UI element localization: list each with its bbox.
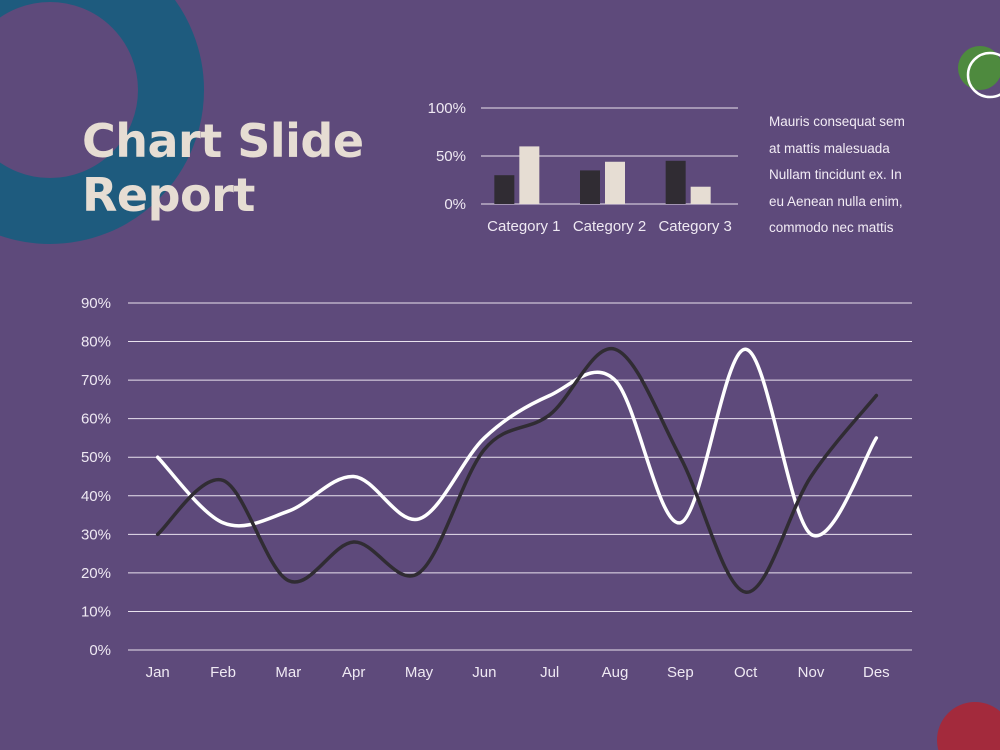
blue-ring-shape	[0, 0, 204, 244]
bar	[494, 175, 515, 204]
x-tick-label: Feb	[210, 664, 236, 681]
bar	[519, 146, 540, 204]
x-tick-label: Jun	[472, 664, 496, 681]
x-tick-label: Apr	[342, 664, 365, 681]
red-dot-shape	[937, 702, 1000, 750]
y-tick-label: 50%	[436, 148, 466, 165]
y-tick-label: 100%	[428, 100, 466, 117]
y-tick-label: 0%	[89, 642, 111, 659]
x-tick-label: Jul	[540, 664, 559, 681]
y-tick-label: 30%	[81, 526, 111, 543]
bar-chart: 0% 50% 100% Category 1 Category 2 Category 3	[428, 100, 738, 235]
body-paragraph: Mauris consequat sem at mattis malesuada…	[769, 109, 919, 242]
page-title: Chart Slide Report	[82, 114, 364, 222]
x-tick-label: Sep	[667, 664, 694, 681]
y-tick-label: 50%	[81, 449, 111, 466]
bar	[665, 160, 686, 204]
y-tick-label: 20%	[81, 565, 111, 582]
x-tick-label: Mar	[275, 664, 301, 681]
title-line-1: Chart Slide	[82, 114, 364, 168]
line-chart: 0% 10% 20% 30% 40% 50% 60% 70% 80% 90% Jan Feb Mar Ap…	[81, 295, 912, 681]
y-tick-label: 70%	[81, 372, 111, 389]
body-line: Mauris consequat sem	[769, 114, 905, 129]
x-tick-label: Category 3	[658, 218, 731, 235]
bar	[690, 186, 711, 204]
body-line: commodo nec mattis	[769, 220, 894, 235]
x-tick-label: Category 1	[487, 218, 560, 235]
x-tick-label: Oct	[734, 664, 758, 681]
x-tick-label: May	[405, 664, 434, 681]
bar	[580, 170, 600, 204]
body-line: at mattis malesuada	[769, 140, 890, 156]
body-line: Nullam tincidunt ex. In	[769, 167, 902, 182]
title-line-2: Report	[82, 168, 255, 222]
x-tick-label: Nov	[798, 664, 825, 681]
bar	[605, 161, 625, 204]
x-tick-label: Category 2	[573, 218, 646, 235]
y-tick-label: 80%	[81, 334, 111, 351]
x-tick-label: Aug	[602, 664, 629, 681]
y-tick-label: 40%	[81, 488, 111, 505]
series-line	[155, 347, 879, 594]
y-tick-label: 10%	[81, 603, 111, 620]
y-tick-label: 60%	[81, 411, 111, 428]
y-tick-label: 90%	[81, 295, 111, 312]
body-line: eu Aenean nulla enim,	[769, 193, 903, 209]
series-line	[155, 347, 879, 538]
y-tick-label: 0%	[444, 196, 466, 213]
x-tick-label: Jan	[146, 664, 170, 681]
white-ring-shape	[966, 51, 1000, 99]
x-tick-label: Des	[863, 664, 890, 681]
